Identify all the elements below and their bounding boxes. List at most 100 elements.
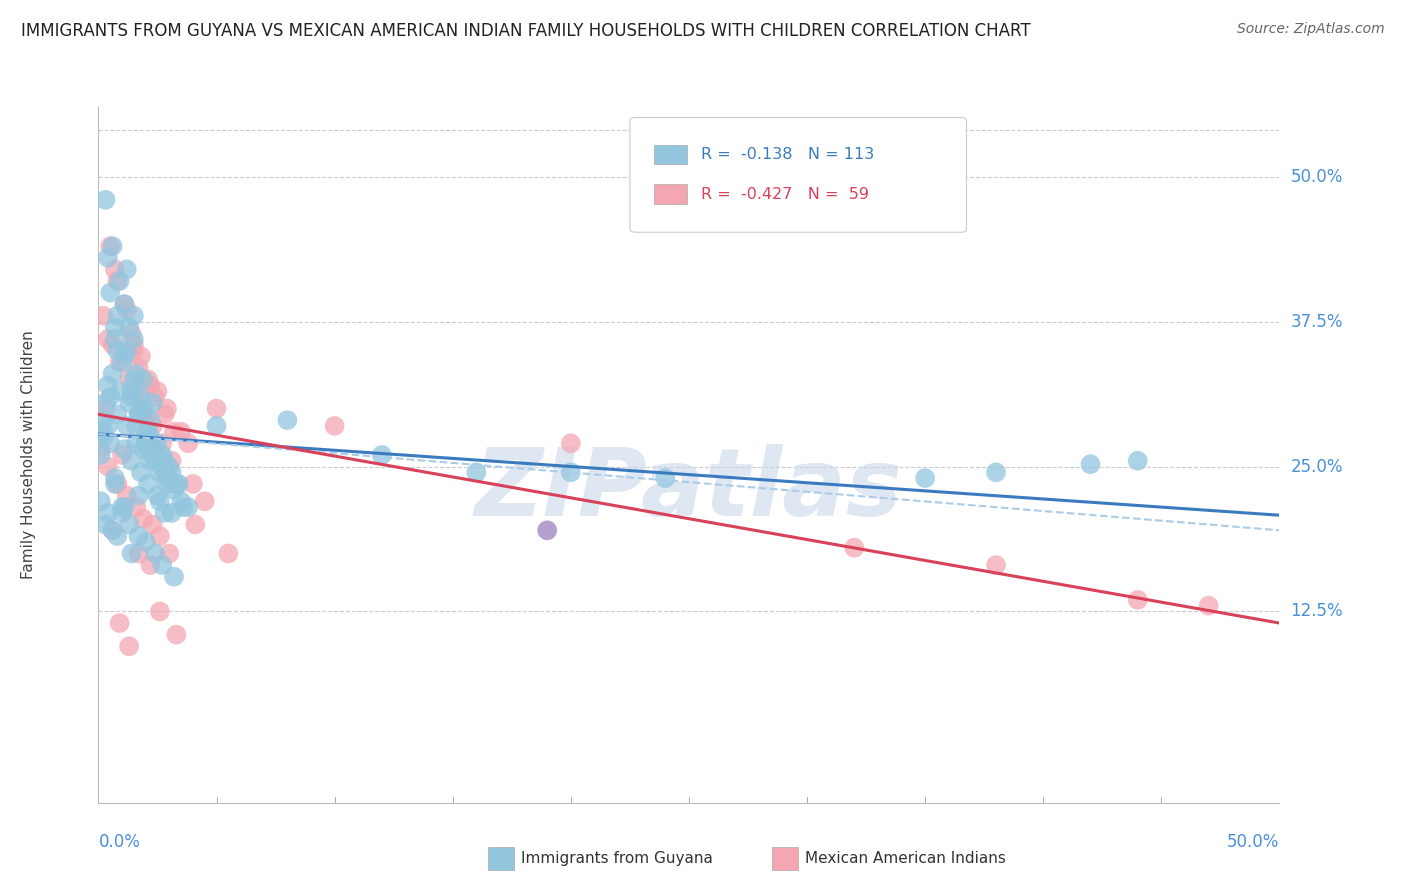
Point <box>108 384 131 398</box>
Point <box>136 442 159 457</box>
Point <box>160 453 183 467</box>
Point <box>105 476 128 491</box>
Point <box>323 419 346 434</box>
Point <box>163 483 186 497</box>
Point <box>118 639 141 653</box>
Point <box>163 425 186 439</box>
Point <box>97 506 120 520</box>
Point <box>112 350 135 364</box>
Point <box>129 390 152 404</box>
Point <box>94 517 117 532</box>
Point <box>122 309 145 323</box>
Bar <box>772 847 797 870</box>
Point <box>115 343 138 358</box>
Bar <box>654 145 686 164</box>
Point <box>156 471 179 485</box>
Point <box>165 476 187 491</box>
Point <box>108 615 131 630</box>
Point <box>128 489 150 503</box>
Point <box>91 309 114 323</box>
Point <box>94 193 117 207</box>
Point <box>101 523 124 537</box>
Point <box>146 384 169 398</box>
Point <box>94 396 117 410</box>
Point <box>118 373 141 387</box>
Point <box>118 320 141 334</box>
Point <box>984 558 1007 573</box>
Text: R =  -0.138   N = 113: R = -0.138 N = 113 <box>700 147 875 161</box>
Point <box>97 378 120 392</box>
Point <box>98 436 121 450</box>
Point <box>135 413 157 427</box>
Point <box>101 239 124 253</box>
Point <box>125 500 148 514</box>
Text: Family Households with Children: Family Households with Children <box>21 331 37 579</box>
Point <box>167 476 190 491</box>
Point <box>122 332 145 346</box>
Point <box>149 494 172 508</box>
Point <box>91 431 114 445</box>
Point <box>121 326 143 341</box>
Point <box>98 390 121 404</box>
Point <box>125 436 148 450</box>
Point <box>156 476 179 491</box>
Point <box>97 419 120 434</box>
Text: 0.0%: 0.0% <box>98 833 141 851</box>
Point <box>112 442 135 457</box>
Point <box>371 448 394 462</box>
Point <box>111 355 134 369</box>
Point <box>97 459 120 474</box>
Point <box>104 332 127 346</box>
Point <box>139 378 162 392</box>
Point <box>153 407 176 422</box>
Point <box>111 448 134 462</box>
Point <box>118 396 141 410</box>
Point <box>136 436 159 450</box>
Point <box>153 466 176 480</box>
Point <box>135 407 157 422</box>
Point <box>146 489 169 503</box>
Point <box>128 546 150 561</box>
Point <box>115 262 138 277</box>
Point <box>101 523 124 537</box>
Point <box>142 419 165 434</box>
Point <box>560 436 582 450</box>
Point <box>156 401 179 416</box>
Point <box>139 558 162 573</box>
Point <box>150 459 173 474</box>
Point <box>153 453 176 467</box>
Point <box>1126 453 1149 467</box>
Point <box>108 355 131 369</box>
Point <box>150 448 173 462</box>
Point <box>217 546 239 561</box>
Point <box>121 453 143 467</box>
FancyBboxPatch shape <box>630 118 966 232</box>
Text: Mexican American Indians: Mexican American Indians <box>804 851 1005 866</box>
Point <box>105 343 128 358</box>
Point <box>101 338 124 352</box>
Point <box>115 303 138 318</box>
Point <box>121 546 143 561</box>
Point <box>132 401 155 416</box>
Point <box>105 309 128 323</box>
Point <box>129 466 152 480</box>
Point <box>149 453 172 467</box>
Point <box>149 529 172 543</box>
Point <box>135 436 157 450</box>
Point <box>143 546 166 561</box>
Text: Immigrants from Guyana: Immigrants from Guyana <box>522 851 713 866</box>
Point <box>163 570 186 584</box>
Text: 37.5%: 37.5% <box>1291 312 1343 331</box>
Point <box>122 373 145 387</box>
Point <box>170 425 193 439</box>
Point <box>132 442 155 457</box>
Point <box>98 239 121 253</box>
Point <box>105 529 128 543</box>
Point <box>91 413 114 427</box>
Point <box>276 413 298 427</box>
Point <box>125 419 148 434</box>
Point <box>139 413 162 427</box>
Text: 50.0%: 50.0% <box>1291 168 1343 186</box>
Point <box>160 506 183 520</box>
Point <box>104 471 127 485</box>
